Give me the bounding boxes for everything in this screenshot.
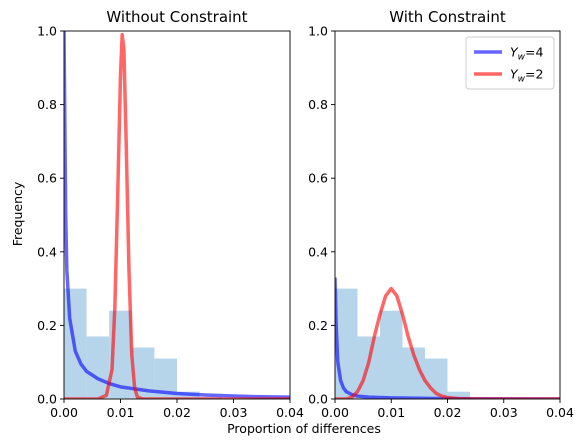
panel-without-constraint: 0.00 0.01 0.02 0.03 0.04 0.0 0.2 0.4 0.6 0.8 1.0 Wi…: [37, 8, 304, 420]
y-tick-label: 0.0: [37, 392, 57, 407]
legend: Yw=4 Yw=2: [465, 36, 555, 90]
y-tick-label: 0.0: [308, 392, 328, 407]
x-tick-label: 0.02: [434, 405, 462, 420]
series-line-yw2: [335, 286, 560, 399]
series-line-yw2: [64, 32, 290, 399]
histogram-bar-3: [402, 347, 425, 399]
y-axis-label: Frequency: [10, 181, 25, 246]
y-tick-label: 1.0: [308, 24, 328, 39]
x-tick-label: 0.03: [220, 405, 248, 420]
y-tick-label: 0.2: [37, 318, 57, 333]
histogram-bar-5: [447, 391, 470, 399]
x-tick-label: 0.02: [163, 405, 191, 420]
x-tick-label: 0.00: [50, 405, 78, 420]
panel-title: With Constraint: [389, 8, 506, 26]
y-tick-label: 0.4: [37, 244, 57, 259]
histogram-bar-1: [86, 336, 110, 399]
x-tick-label: 0.01: [377, 405, 405, 420]
y-tick-label: 0.6: [37, 171, 57, 186]
x-axis-label: Proportion of differences: [227, 421, 381, 436]
y-tick-label: 0.8: [37, 97, 57, 112]
panel-title: Without Constraint: [106, 8, 247, 26]
histogram-bar-2: [380, 310, 403, 399]
y-tick-label: 1.0: [37, 24, 57, 39]
series-line-yw4: [335, 277, 560, 399]
x-tick-label: 0.04: [546, 405, 574, 420]
x-tick-label: 0.04: [276, 405, 304, 420]
x-tick-label: 0.00: [321, 405, 349, 420]
panel-with-constraint: 0.00 0.01 0.02 0.03 0.04 0.0 0.2 0.4 0.6 0.8 1.0 Wi…: [308, 8, 574, 420]
y-tick-label: 0.2: [308, 318, 328, 333]
x-tick-label: 0.01: [107, 405, 135, 420]
legend-label-1: Yw=2: [510, 67, 543, 85]
histogram-bar-3: [131, 347, 155, 399]
legend-label-0: Yw=4: [510, 45, 543, 63]
histogram-bar-4: [154, 358, 177, 399]
legend-box: [465, 36, 555, 90]
x-tick-label: 0.03: [490, 405, 518, 420]
y-tick-label: 0.8: [308, 97, 328, 112]
series-line-yw4: [64, 31, 290, 399]
y-tick-label: 0.6: [308, 171, 328, 186]
y-tick-label: 0.4: [308, 244, 328, 259]
